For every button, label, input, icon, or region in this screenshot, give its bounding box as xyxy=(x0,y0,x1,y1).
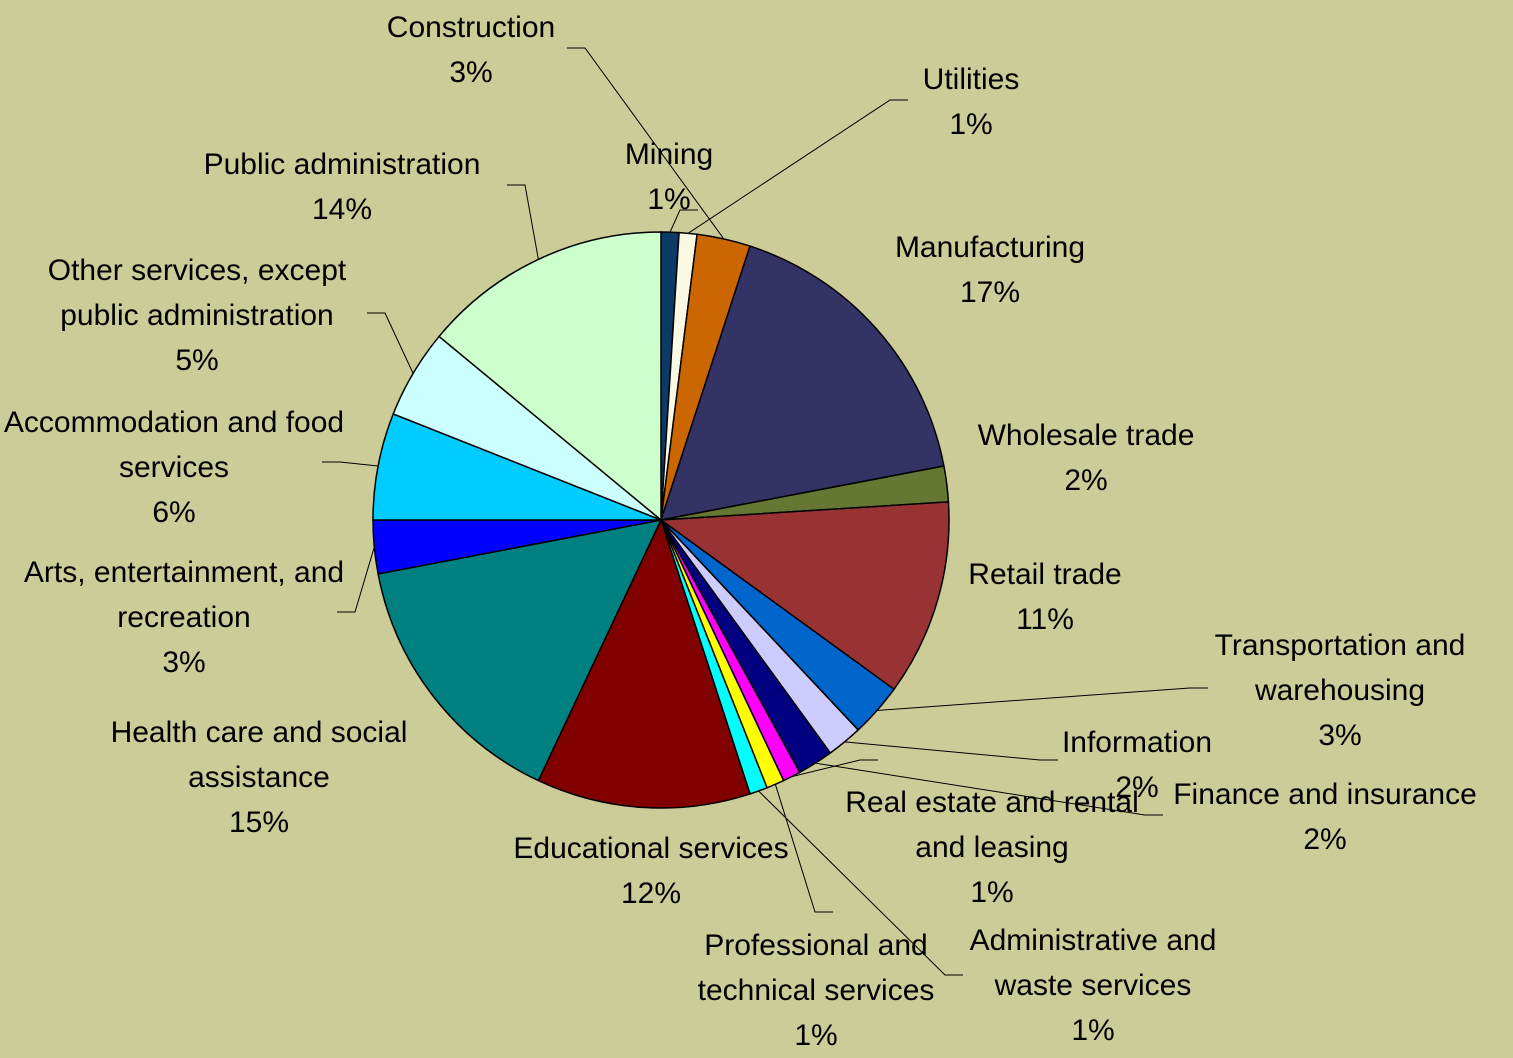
leader-line xyxy=(876,687,1208,711)
leader-line xyxy=(322,461,379,467)
slice-label: Retail trade 11% xyxy=(915,552,1175,642)
category-label: Utilities xyxy=(922,63,1020,96)
category-label: Other services, except public administra… xyxy=(47,254,347,332)
category-label: Manufacturing xyxy=(894,231,1086,264)
pie-slice xyxy=(537,517,751,809)
category-label: Retail trade xyxy=(968,558,1122,591)
value-label: 15% xyxy=(228,806,290,839)
value-label: 3% xyxy=(449,56,493,89)
value-label: 14% xyxy=(311,193,373,226)
pie-slice xyxy=(377,518,663,782)
category-label: Finance and insurance xyxy=(1173,778,1477,811)
category-label: Wholesale trade xyxy=(977,419,1195,452)
slice-label: Public administration 14% xyxy=(172,142,512,232)
value-label: 11% xyxy=(1016,603,1074,636)
leader-line xyxy=(758,790,963,976)
slice-label: Educational services 12% xyxy=(491,826,811,916)
pie-slice xyxy=(659,245,945,521)
leader-line xyxy=(337,546,375,613)
category-label: Professional and technical services xyxy=(697,929,935,1007)
slice-label: Utilities 1% xyxy=(871,57,1071,147)
category-label: Transportation and warehousing xyxy=(1214,629,1466,707)
leader-line xyxy=(567,47,725,240)
category-label: Construction xyxy=(386,11,556,44)
value-label: 17% xyxy=(959,276,1021,309)
value-label: 2% xyxy=(1303,823,1347,856)
slice-label: Construction 3% xyxy=(341,5,601,95)
leader-line xyxy=(507,184,539,260)
slice-label: Administrative and waste services 1% xyxy=(943,918,1243,1053)
category-label: Accommodation and food services xyxy=(3,406,345,484)
slice-label: Professional and technical services 1% xyxy=(671,923,961,1058)
slice-label: Real estate and rental and leasing 1% xyxy=(822,780,1162,915)
value-label: 3% xyxy=(1318,719,1362,752)
pie-slice xyxy=(658,501,950,691)
category-label: Administrative and waste services xyxy=(969,924,1217,1002)
slice-label: Mining 1% xyxy=(569,132,769,222)
slice-label: Manufacturing 17% xyxy=(840,225,1140,315)
leader-line xyxy=(669,209,698,233)
value-label: 3% xyxy=(162,646,206,679)
category-label: Mining xyxy=(624,138,714,171)
slice-label: Arts, entertainment, and recreation 3% xyxy=(19,550,349,685)
category-label: Arts, entertainment, and recreation xyxy=(23,556,345,634)
category-label: Real estate and rental and leasing xyxy=(845,786,1139,864)
slice-label: Other services, except public administra… xyxy=(12,248,382,383)
slice-label: Information 2% xyxy=(1027,720,1247,810)
slice-label: Finance and insurance 2% xyxy=(1145,772,1505,862)
value-label: 1% xyxy=(970,876,1014,909)
value-label: 12% xyxy=(620,877,682,910)
leader-line xyxy=(791,759,878,778)
leader-line xyxy=(815,762,1163,816)
leader-line xyxy=(844,741,1058,761)
slice-label: Accommodation and food services 6% xyxy=(0,400,349,535)
category-label: Public administration xyxy=(203,148,481,181)
value-label: 1% xyxy=(949,108,993,141)
slice-label: Wholesale trade 2% xyxy=(936,413,1236,503)
value-label: 6% xyxy=(152,496,196,529)
leader-line xyxy=(367,312,414,374)
slice-label: Health care and social assistance 15% xyxy=(79,710,439,845)
leader-line xyxy=(774,784,833,913)
category-label: Educational services xyxy=(513,832,789,865)
leader-line xyxy=(687,99,908,234)
value-label: 2% xyxy=(1064,464,1108,497)
value-label: 1% xyxy=(794,1019,838,1052)
value-label: 1% xyxy=(1071,1014,1115,1047)
value-label: 5% xyxy=(175,344,219,377)
slice-label: Transportation and warehousing 3% xyxy=(1180,623,1500,758)
category-label: Health care and social assistance xyxy=(110,716,408,794)
value-label: 1% xyxy=(647,183,691,216)
category-label: Information xyxy=(1061,726,1213,759)
value-label: 2% xyxy=(1115,771,1159,804)
